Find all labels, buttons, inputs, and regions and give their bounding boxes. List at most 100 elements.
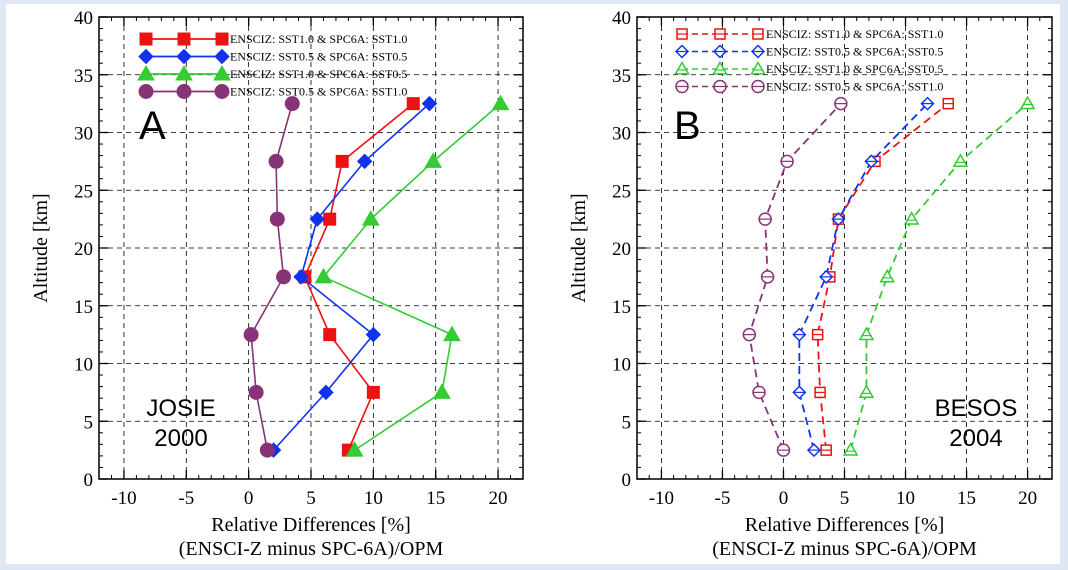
- panel-a-data-point: [365, 326, 382, 343]
- panel-a-data-point: [356, 153, 373, 170]
- panel-a-legend-marker: [215, 32, 229, 46]
- panel-a-x-axis-label-2: (ENSCI-Z minus SPC-6A)/OPM: [179, 538, 444, 560]
- panel-a-x-axis-label: Relative Differences [%]: [211, 514, 411, 536]
- panel-b-y-tick-label: 30: [612, 124, 631, 145]
- panel-b-series-3: [842, 95, 1036, 456]
- panel-a-series-3: [314, 94, 510, 457]
- panel-a-data-point: [366, 385, 380, 399]
- panel-a-x-tick-label: 10: [364, 488, 383, 509]
- panel-a-data-point: [491, 94, 510, 111]
- panel-a-y-axis-label: Altitude [km]: [30, 193, 52, 302]
- panel-a-y-tick-label: 35: [74, 66, 93, 87]
- panel-b-legend-label: ENSCIZ: SST1.0 & SPC6A: SST1.0: [766, 27, 943, 41]
- panel-a-data-point: [259, 442, 275, 458]
- panel-a-panel-letter: A: [139, 104, 166, 148]
- panel-a-data-point: [323, 212, 337, 226]
- panel-b-y-tick-label: 40: [612, 8, 631, 29]
- panel-a-data-point: [443, 325, 461, 342]
- panel-a-legend-marker: [137, 64, 155, 81]
- panel-a-legend-label: ENSCIZ: SST0.5 & SPC6A: SST0.5: [230, 50, 407, 64]
- panel-a-data-point: [433, 383, 451, 399]
- panel-b-data-point: [879, 268, 896, 283]
- panel-b-x-tick-label: -10: [649, 488, 674, 509]
- panel-a-x-tick-label: -10: [111, 488, 136, 509]
- panel-b-data-point: [858, 384, 875, 398]
- panel-a-y-tick-label: 30: [74, 124, 93, 145]
- panel-a-x-tick-label: 0: [244, 488, 254, 509]
- panel-b-legend-label: ENSCIZ: SST0.5 & SPC6A: SST1.0: [766, 80, 943, 94]
- panel-a-data-point: [284, 96, 300, 112]
- panel-b-legend-label: ENSCIZ: SST0.5 & SPC6A: SST0.5: [766, 45, 943, 59]
- panel-b-series-line: [798, 102, 929, 451]
- panel-a-series-2: [265, 95, 438, 458]
- panel-b-data-point: [903, 211, 920, 225]
- panel-a-data-point: [318, 384, 334, 401]
- panel-a-data-point: [309, 211, 325, 227]
- panel-a-y-tick-label: 15: [74, 297, 93, 318]
- panel-b-series-4: [742, 96, 848, 457]
- panel-b-legend-marker: [712, 60, 728, 75]
- panel-a: -10 -5 0 5 10 15 20 0 5 10 15 20 25 30 35 40 Relative Di…: [30, 8, 524, 560]
- panel-a-legend-label: ENSCIZ: SST0.5 & SPC6A: SST1.0: [230, 85, 407, 99]
- panel-a-y-tick-label: 0: [84, 470, 94, 491]
- panel-a-y-tick-label: 40: [74, 8, 93, 29]
- panel-b-y-tick-label: 5: [622, 412, 632, 433]
- panel-b-x-axis-label: Relative Differences [%]: [745, 514, 945, 536]
- panel-a-legend-marker: [175, 64, 193, 81]
- panel-a-data-point: [314, 267, 333, 284]
- panel-b-y-tick-label: 15: [612, 297, 631, 318]
- panel-a-data-point: [361, 210, 380, 226]
- panel-a-legend-marker: [138, 84, 154, 99]
- panel-b-x-tick-label: 20: [1018, 488, 1037, 509]
- panel-b-y-tick-label: 20: [612, 239, 631, 260]
- panel-a-legend-marker: [176, 84, 192, 99]
- panel-a-data-point: [268, 153, 284, 169]
- panel-a-legend-marker: [177, 32, 191, 46]
- panel-b-data-point: [858, 326, 875, 341]
- panel-b-y-axis-label: Altitude [km]: [568, 193, 590, 302]
- panel-b-data-point: [952, 153, 969, 167]
- panel-a-series-4: [243, 96, 300, 458]
- panel-b-series-2: [792, 96, 935, 458]
- figure: -10 -5 0 5 10 15 20 0 5 10 15 20 25 30 35 40 Relative Di…: [6, 4, 1060, 564]
- panel-b-y-tick-label: 35: [612, 66, 631, 87]
- panel-a-legend-marker: [214, 84, 230, 99]
- panel-b: -10 -5 0 5 10 15 20 0 5 10 15 20 25 30 35 40 Relative Di…: [568, 8, 1053, 560]
- panel-a-data-point: [406, 97, 420, 111]
- panel-b-campaign-year: 2004: [949, 425, 1002, 452]
- panel-a-legend-marker: [213, 64, 231, 81]
- panel-b-panel-letter: B: [674, 104, 701, 148]
- panel-a-data-point: [335, 154, 349, 168]
- chart-figure: -10 -5 0 5 10 15 20 0 5 10 15 20 25 30 35 40 Relative Di…: [30, 8, 1053, 560]
- panel-b-x-tick-label: -5: [715, 488, 731, 509]
- panel-a-data-point: [323, 328, 337, 342]
- panel-a-y-tick-label: 25: [74, 181, 93, 202]
- panel-b-plot-frame: [636, 16, 1053, 480]
- panel-a-data-point: [345, 441, 364, 457]
- panel-b-y-tick-label: 0: [622, 470, 632, 491]
- panel-a-data-point: [248, 384, 264, 400]
- panel-a-data-point: [269, 211, 285, 227]
- panel-a-legend-marker: [176, 48, 192, 65]
- panel-b-y-tick-label: 10: [612, 355, 631, 376]
- panel-a-x-tick-label: 5: [306, 488, 316, 509]
- panel-b-x-tick-label: 10: [896, 488, 915, 509]
- panel-a-y-tick-label: 20: [74, 239, 93, 260]
- panel-a-plot-frame: [98, 16, 524, 480]
- panel-b-legend-marker: [674, 60, 690, 75]
- panel-a-legend-marker: [139, 32, 153, 46]
- panel-a-campaign-name: JOSIE: [146, 395, 215, 422]
- panel-a-legend-label: ENSCIZ: SST1.0 & SPC6A: SST1.0: [230, 32, 407, 46]
- panel-b-x-tick-label: 5: [840, 488, 850, 509]
- panel-a-campaign-year: 2000: [154, 425, 207, 452]
- panel-a-data-point: [424, 152, 443, 168]
- panel-a-data-point: [293, 269, 309, 285]
- panel-b-legend-label: ENSCIZ: SST1.0 & SPC6A: SST0.5: [766, 62, 943, 76]
- panel-b-x-axis-label-2: (ENSCI-Z minus SPC-6A)/OPM: [712, 538, 977, 560]
- panel-b-legend-marker: [750, 60, 766, 75]
- panel-b-x-tick-label: 15: [957, 488, 976, 509]
- panel-a-data-point: [276, 269, 292, 285]
- panel-b-data-point: [1019, 95, 1036, 110]
- panel-b-y-tick-label: 25: [612, 181, 631, 202]
- panel-b-x-tick-label: 0: [779, 488, 789, 509]
